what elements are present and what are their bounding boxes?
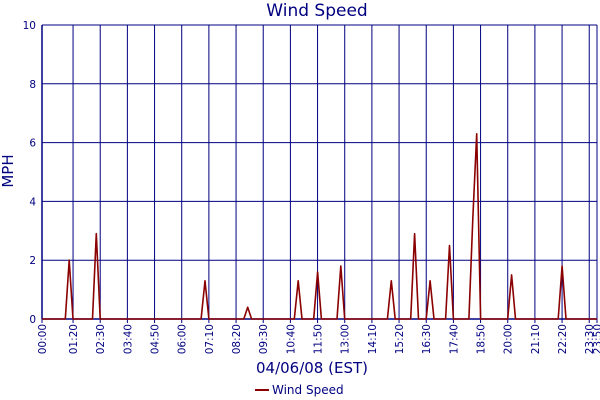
- x-tick-label: 21:10: [530, 324, 542, 354]
- y-tick-label: 2: [29, 255, 36, 267]
- x-tick-label: 09:30: [258, 324, 270, 354]
- x-tick-label: 07:10: [204, 324, 216, 354]
- x-tick-label: 08:20: [231, 324, 243, 354]
- plot-area: [42, 25, 597, 319]
- x-tick-label: 04:50: [150, 324, 162, 354]
- x-tick-label: 17:40: [448, 324, 460, 354]
- series-group: [42, 133, 597, 320]
- x-tick-labels: 00:00 01:20 02:30 03:40 04:50 06:00 07:10 08:20…: [37, 324, 600, 354]
- x-tick-label: 01:20: [68, 324, 80, 354]
- y-tick-label: 10: [23, 20, 36, 32]
- y-tick-label: 4: [29, 196, 36, 208]
- y-axis-label: MPH: [0, 154, 17, 187]
- x-tick-label: 20:00: [503, 324, 515, 354]
- x-tick-label: 14:10: [367, 324, 379, 354]
- y-tick-label: 8: [29, 79, 36, 91]
- legend: Wind Speed: [255, 383, 344, 397]
- x-tick-label: 03:40: [122, 324, 134, 354]
- y-tick-label: 6: [29, 138, 36, 150]
- x-tick-label: 22:20: [557, 324, 569, 354]
- x-tick-label: 18:50: [476, 324, 488, 354]
- y-tick-labels: 0 2 4 6 8 10: [23, 20, 37, 326]
- x-tick-label: 06:00: [177, 324, 189, 354]
- x-tick-label: 23:30: [584, 324, 596, 354]
- x-axis-label: 04/06/08 (EST): [256, 359, 368, 377]
- y-tick-label: 0: [29, 314, 36, 326]
- x-tick-label: 00:00: [37, 324, 49, 354]
- x-tick-label: 13:00: [340, 324, 352, 354]
- chart-title: Wind Speed: [266, 1, 367, 21]
- x-tick-label: 10:40: [285, 324, 297, 354]
- x-tick-label: 02:30: [95, 324, 107, 354]
- x-tick-label: 23:50: [592, 324, 600, 354]
- series-line-wind-speed: [42, 133, 597, 320]
- x-tick-label: 16:30: [421, 324, 433, 354]
- x-tick-label: 15:20: [394, 324, 406, 354]
- x-tick-label: 11:50: [313, 324, 325, 354]
- legend-label: Wind Speed: [272, 383, 344, 397]
